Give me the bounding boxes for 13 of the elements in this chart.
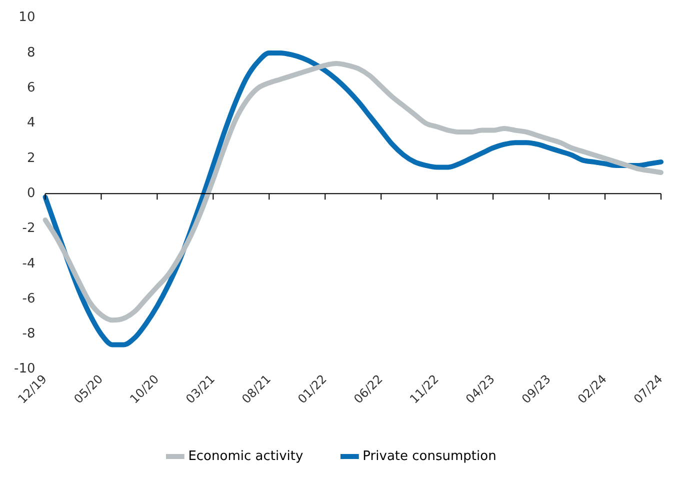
y-tick-label: 10 (18, 10, 36, 26)
legend-label: Economic activity (188, 448, 304, 464)
y-tick-label: 4 (26, 116, 36, 131)
y-tick-label: -8 (22, 326, 36, 342)
y-tick-label: -6 (22, 291, 36, 306)
y-tick-label: 6 (26, 80, 36, 96)
y-tick-label: -4 (22, 256, 36, 272)
y-tick-label: -2 (22, 221, 36, 236)
y-tick-label: 2 (26, 150, 36, 166)
y-tick-label: -10 (14, 362, 36, 377)
y-tick-label: 0 (26, 186, 36, 201)
legend-label: Private consumption (362, 448, 496, 464)
y-tick-label: 8 (26, 45, 36, 60)
